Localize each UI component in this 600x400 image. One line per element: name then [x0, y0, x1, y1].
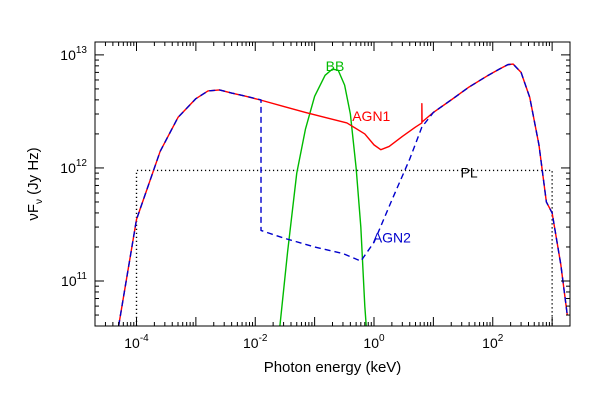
series-pl-line — [135, 169, 553, 326]
axes-layer — [94, 41, 571, 327]
y-tick-label: 1011 — [61, 271, 87, 289]
series-agn2-line — [117, 63, 568, 326]
x-axis-label: Photon energy (keV) — [264, 359, 402, 376]
series-label-agn2: AGN2 — [373, 229, 411, 245]
series-label-pl: PL — [461, 165, 478, 181]
series-layer — [117, 63, 568, 326]
y-tick-label: 1013 — [60, 45, 87, 63]
x-tick-label: 102 — [482, 333, 504, 351]
y-axis-label: νFν (Jy Hz) — [25, 147, 45, 220]
plot-frame — [94, 41, 571, 327]
x-tick-label: 10-4 — [124, 333, 149, 351]
labels-layer: 10-4 10-2 100 102 1011 1012 1013 Photon energy … — [25, 45, 504, 376]
y-tick-label: 1012 — [60, 158, 87, 176]
series-bb-line — [279, 68, 367, 326]
x-tick-label: 10-2 — [243, 333, 268, 351]
series-label-agn1: AGN1 — [352, 108, 390, 124]
series-label-bb: BB — [326, 58, 345, 74]
x-tick-label: 100 — [363, 333, 385, 351]
series-agn1-line — [117, 63, 568, 326]
